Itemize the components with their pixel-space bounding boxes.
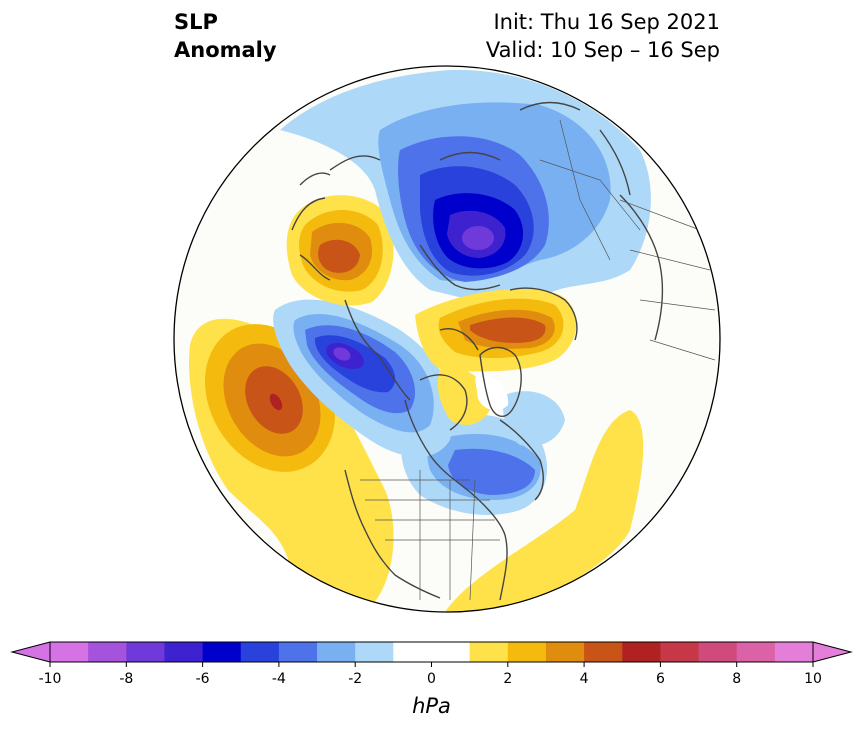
colorbar-tick-label: -10 — [39, 671, 62, 687]
colorbar-tick-label: 2 — [503, 671, 512, 687]
colorbar-tick-label: 10 — [804, 671, 822, 687]
colorbar-over-outline — [812, 641, 853, 663]
polar-map — [173, 65, 721, 613]
colorbar-cell — [431, 642, 471, 662]
colorbar-cell — [622, 642, 661, 662]
colorbar-cell — [584, 642, 623, 662]
colorbar-cell — [240, 642, 280, 662]
borders — [360, 119, 716, 601]
colorbar-cell — [278, 642, 318, 662]
colorbar-cell — [736, 642, 776, 662]
anomaly-alaska-low — [273, 299, 453, 457]
colorbar-cell — [317, 642, 356, 662]
colorbar-tick-label: -6 — [196, 671, 210, 687]
anomaly-north-america-low — [401, 391, 565, 515]
colorbar-tick-label: -2 — [348, 671, 362, 687]
colorbar-cell — [393, 642, 432, 662]
colorbar-cell — [126, 642, 165, 662]
colorbar-tick-label: 8 — [732, 671, 741, 687]
colorbar-cell — [469, 642, 509, 662]
colorbar-cell — [88, 642, 127, 662]
anomaly-barents-low — [280, 69, 651, 305]
colorbar-tick-label: 6 — [656, 671, 665, 687]
anomaly-greenland-high — [415, 288, 577, 425]
colorbar-cell — [660, 642, 700, 662]
title-line-1: SLP — [174, 10, 218, 34]
colorbar-tick-label: -4 — [272, 671, 286, 687]
map-title: SLP Anomaly — [174, 8, 277, 64]
colorbar-tick-label: 4 — [580, 671, 589, 687]
colorbar-under-outline — [10, 641, 51, 663]
colorbar-cell — [698, 642, 738, 662]
colorbar: -10 -8 -6 -4 -2 0 2 4 6 8 10 — [10, 641, 853, 687]
anomaly-siberia-high — [286, 195, 394, 306]
map-boundary — [173, 65, 721, 613]
colorbar-tick-label: 0 — [427, 671, 436, 687]
title-line-2: Anomaly — [174, 38, 277, 62]
coastlines — [291, 101, 664, 601]
colorbar-cells — [50, 642, 814, 662]
init-date: Init: Thu 16 Sep 2021 — [493, 10, 720, 34]
colorbar-over-arrow — [813, 642, 851, 662]
anomaly-atlantic-high — [445, 410, 644, 612]
colorbar-cell — [202, 642, 242, 662]
colorbar-cell — [164, 642, 204, 662]
colorbar-cell — [507, 642, 547, 662]
colorbar-unit: hPa — [412, 694, 451, 718]
colorbar-under-arrow — [12, 642, 50, 662]
valid-period: Init: Thu 16 Sep 2021 Valid: 10 Sep – 16… — [486, 8, 720, 64]
colorbar-cell — [774, 642, 814, 662]
colorbar-ticks: -10 -8 -6 -4 -2 0 2 4 6 8 10 — [39, 662, 822, 687]
colorbar-cell — [50, 642, 89, 662]
valid-range: Valid: 10 Sep – 16 Sep — [485, 38, 720, 62]
colorbar-cell — [355, 642, 394, 662]
colorbar-tick-label: -8 — [119, 671, 133, 687]
colorbar-cell — [545, 642, 585, 662]
